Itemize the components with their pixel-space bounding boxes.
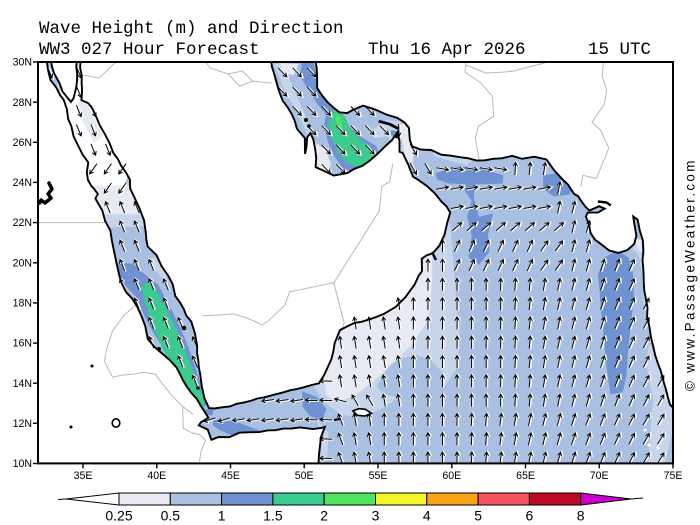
- svg-text:75E: 75E: [664, 470, 683, 482]
- svg-text:18N: 18N: [13, 298, 32, 310]
- svg-text:50E: 50E: [295, 470, 314, 482]
- svg-text:26N: 26N: [13, 137, 32, 149]
- svg-text:10N: 10N: [13, 458, 32, 470]
- svg-text:16N: 16N: [13, 338, 32, 350]
- svg-text:35E: 35E: [74, 470, 93, 482]
- svg-text:55E: 55E: [369, 470, 388, 482]
- svg-text:65E: 65E: [516, 470, 535, 482]
- svg-text:3: 3: [372, 508, 380, 524]
- svg-text:60E: 60E: [442, 470, 461, 482]
- svg-text:Thu 16 Apr 2026: Thu 16 Apr 2026: [368, 40, 526, 60]
- svg-text:4: 4: [423, 508, 431, 524]
- svg-text:70E: 70E: [590, 470, 609, 482]
- svg-text:8: 8: [577, 508, 585, 524]
- svg-text:1.5: 1.5: [263, 508, 283, 524]
- svg-text:15 UTC: 15 UTC: [588, 40, 651, 60]
- svg-text:20N: 20N: [13, 257, 32, 269]
- svg-text:© www.PassageWeather.com: © www.PassageWeather.com: [683, 158, 698, 391]
- svg-text:0.5: 0.5: [161, 508, 181, 524]
- svg-text:Wave Height (m) and Direction: Wave Height (m) and Direction: [39, 19, 344, 39]
- svg-text:5: 5: [474, 508, 482, 524]
- svg-text:30N: 30N: [13, 57, 32, 69]
- svg-text:12N: 12N: [13, 418, 32, 430]
- svg-text:WW3 027 Hour Forecast: WW3 027 Hour Forecast: [39, 40, 260, 60]
- svg-text:0.25: 0.25: [105, 508, 132, 524]
- svg-text:1: 1: [218, 508, 226, 524]
- svg-text:28N: 28N: [13, 97, 32, 109]
- svg-text:24N: 24N: [13, 177, 32, 189]
- svg-text:2: 2: [320, 508, 328, 524]
- svg-text:6: 6: [526, 508, 534, 524]
- svg-text:45E: 45E: [221, 470, 240, 482]
- svg-text:22N: 22N: [13, 217, 32, 229]
- svg-text:14N: 14N: [13, 378, 32, 390]
- svg-text:40E: 40E: [147, 470, 166, 482]
